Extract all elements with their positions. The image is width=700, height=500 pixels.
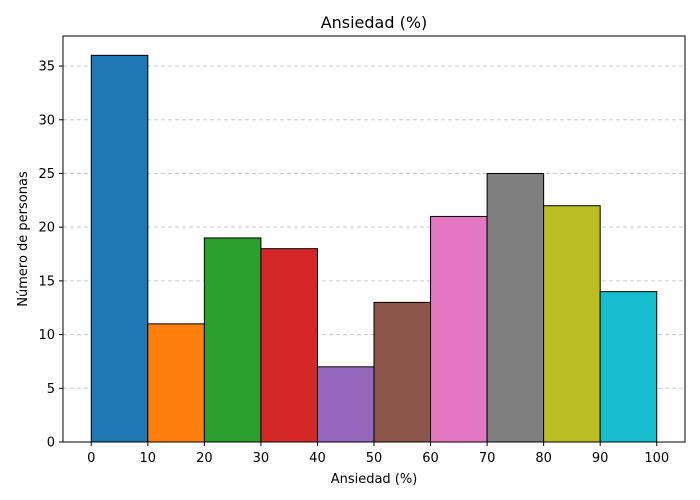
- y-tick-label: 10: [38, 328, 55, 343]
- x-tick-label: 40: [309, 451, 326, 466]
- x-tick-label: 50: [366, 451, 383, 466]
- histogram-bar: [486, 172, 545, 443]
- histogram-bar: [543, 205, 601, 443]
- x-axis-label: Ansiedad (%): [331, 472, 418, 487]
- x-tick-label: 30: [253, 451, 270, 466]
- histogram-bar: [260, 248, 318, 443]
- y-tick-label: 20: [38, 221, 55, 236]
- x-tick-label: 70: [479, 451, 496, 466]
- histogram-bar: [147, 323, 205, 443]
- y-axis: 0 5 10 15 20 25 30 35: [38, 60, 63, 451]
- y-tick-label: 25: [38, 167, 55, 182]
- y-axis-label: Número de personas: [16, 171, 31, 307]
- histogram-bar: [430, 215, 488, 443]
- x-tick-label: 90: [592, 451, 609, 466]
- y-tick-label: 5: [47, 382, 55, 397]
- histogram-bar: [203, 237, 262, 443]
- x-tick-label: 100: [644, 451, 669, 466]
- y-tick-label: 30: [38, 113, 55, 128]
- histogram-bar: [316, 366, 375, 443]
- chart-title: Ansiedad (%): [321, 13, 428, 32]
- y-tick-label: 15: [38, 274, 55, 289]
- x-tick-label: 80: [535, 451, 552, 466]
- x-tick-label: 10: [140, 451, 157, 466]
- y-tick-label: 35: [38, 60, 55, 75]
- x-axis: 0 10 20 30 40 50 60 70 80 90 100: [87, 442, 669, 466]
- x-tick-label: 20: [196, 451, 213, 466]
- x-tick-label: 60: [422, 451, 439, 466]
- histogram-bar: [90, 54, 149, 443]
- bars-layer: [90, 54, 658, 443]
- histogram-bar: [373, 301, 432, 443]
- x-tick-label: 0: [87, 451, 95, 466]
- histogram-bar: [599, 291, 658, 443]
- y-tick-label: 0: [47, 436, 55, 451]
